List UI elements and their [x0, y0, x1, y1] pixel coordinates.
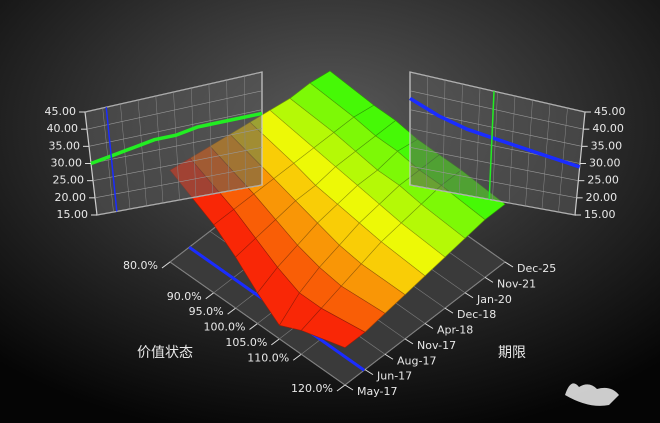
smile-line	[409, 96, 581, 169]
y-tick-label: Nov-17	[417, 339, 456, 352]
x-tick	[161, 261, 171, 269]
x-tick-label: 95.0%	[189, 305, 224, 318]
y-tick	[364, 369, 374, 376]
grid-line	[96, 184, 263, 216]
y-tick-label: Dec-25	[517, 262, 556, 275]
term-line	[90, 111, 263, 166]
x-tick	[336, 384, 346, 392]
x-tick	[227, 307, 236, 315]
x-tick	[249, 323, 258, 330]
z-tick-label: 35.00	[49, 139, 81, 152]
z-tick-label: 45.00	[45, 105, 77, 118]
x-tick	[271, 338, 280, 346]
grid-line	[169, 261, 346, 386]
grid-line	[90, 128, 263, 164]
z-tick-label: 30.00	[589, 157, 621, 170]
y-tick	[444, 307, 454, 314]
grid-line	[409, 147, 579, 181]
z-tick-label: 40.00	[592, 122, 624, 135]
x-tick-label: 80.0%	[123, 259, 158, 272]
surface-cell	[300, 307, 366, 348]
grid-line	[409, 165, 577, 199]
x-tick-label: 110.0%	[247, 351, 289, 364]
z-tick-label: 35.00	[591, 139, 623, 152]
x-tick-label: 105.0%	[225, 336, 267, 349]
y-tick-label: Jun-17	[376, 370, 412, 383]
marker-line	[105, 107, 118, 212]
x-tick-label: 120.0%	[291, 382, 333, 395]
z-tick-label: 25.00	[53, 174, 85, 187]
plot: 80.0% 90.0% 95.0% 100.0% 105.0% 110.0% 120.0% M…	[45, 70, 626, 398]
decoration	[565, 383, 619, 406]
y-tick	[344, 384, 354, 391]
grid-line	[84, 71, 263, 113]
y-tick	[484, 276, 494, 283]
y-tick	[384, 353, 394, 360]
z-tick-label: 20.00	[586, 191, 618, 204]
z-tick-label: 15.00	[584, 208, 616, 221]
y-tick-label: Jan-20	[476, 293, 512, 306]
y-tick	[424, 323, 434, 329]
grid-line	[409, 71, 586, 113]
y-tick	[504, 261, 514, 268]
grid-line	[86, 90, 263, 130]
y-tick-label: Apr-18	[437, 324, 473, 337]
y-tick-label: Aug-17	[397, 354, 436, 367]
x-tick-label: 100.0%	[204, 321, 246, 334]
y-tick-label: May-17	[357, 385, 398, 398]
y-tick-label: Dec-18	[457, 308, 496, 321]
grid-line	[92, 147, 263, 181]
grid-line	[409, 90, 584, 130]
z-tick-label: 30.00	[51, 157, 83, 170]
z-tick-label: 20.00	[55, 191, 87, 204]
x-tick	[292, 353, 302, 361]
y-axis-title: 期限	[498, 345, 526, 361]
y-tick	[464, 292, 474, 299]
grid-line	[94, 165, 263, 199]
x-axis-title: 价值状态	[137, 345, 193, 361]
z-tick-label: 40.00	[47, 122, 79, 135]
marker-line	[488, 91, 495, 200]
z-tick-label: 15.00	[57, 208, 89, 221]
y-tick	[404, 338, 414, 345]
z-tick-label: 45.00	[594, 105, 626, 118]
x-tick-label: 90.0%	[167, 290, 202, 303]
grid-line	[409, 184, 576, 216]
z-tick-label: 25.00	[587, 174, 619, 187]
x-tick	[205, 292, 215, 300]
y-tick-label: Nov-21	[497, 277, 536, 290]
grid-line	[88, 109, 263, 147]
